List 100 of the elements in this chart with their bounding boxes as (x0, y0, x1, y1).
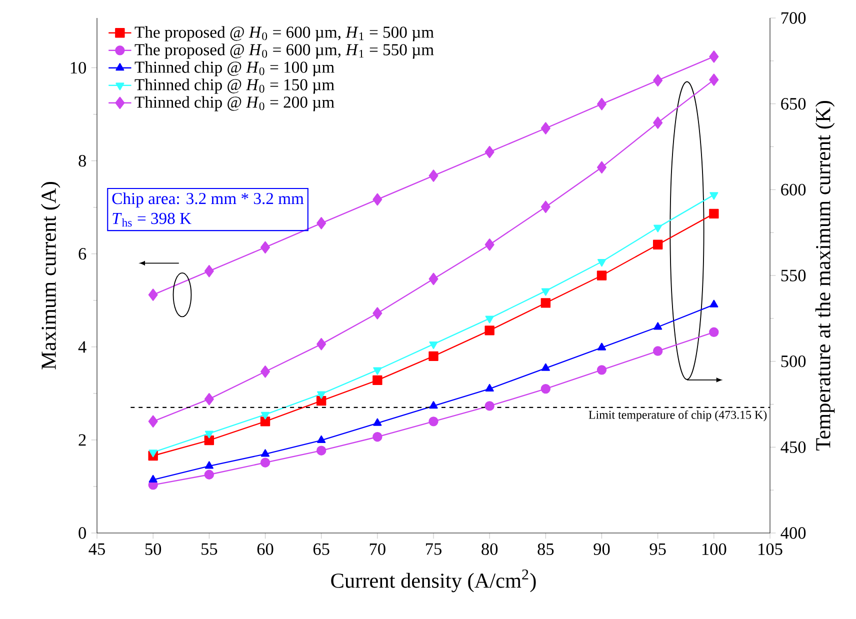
annotation: T$_{hs}$ = 398 K (112, 212, 192, 227)
point (597, 259, 606, 267)
legend-label: The proposed @ H$_{0}$ = 600 µm, H$_{1}$ = 550 µm (134, 44, 434, 59)
y-tick-label: 6 (78, 248, 86, 260)
point (484, 326, 494, 336)
y2-axis-title: Temperature at the maximum current (K) (815, 100, 835, 451)
point (204, 264, 214, 278)
y2-tick-label: 600 (781, 184, 806, 196)
point (429, 401, 438, 409)
point (317, 391, 326, 399)
point (260, 416, 270, 426)
x-axis-title: Current density (A/cm$^{2}$) (331, 569, 536, 592)
point (710, 300, 718, 308)
point (316, 217, 326, 230)
x-tick-label: 80 (482, 543, 498, 556)
y2-tick-label: 650 (781, 98, 806, 110)
point (373, 418, 382, 426)
point (540, 122, 550, 134)
point (148, 415, 158, 428)
point (429, 341, 438, 350)
x-tick-label: 85 (538, 543, 554, 556)
point (204, 392, 214, 406)
point (316, 446, 326, 456)
point (541, 363, 550, 371)
point (709, 208, 719, 219)
point (204, 470, 214, 480)
point (596, 365, 607, 375)
point (317, 435, 326, 444)
point (260, 412, 270, 420)
point (597, 98, 606, 110)
point (484, 238, 494, 251)
x-tick-label: 100 (702, 543, 726, 556)
point (653, 74, 663, 86)
x-tick-label: 55 (202, 543, 218, 555)
point (540, 200, 550, 213)
x-tick-label: 75 (426, 543, 442, 555)
y-tick-label: 4 (78, 341, 86, 353)
point (428, 351, 438, 362)
x-tick-label: 50 (145, 543, 162, 556)
x-tick-label: 90 (594, 543, 610, 556)
y2-tick-label: 550 (781, 270, 806, 282)
point (709, 50, 719, 63)
point (596, 270, 607, 280)
point (597, 342, 606, 350)
point (204, 461, 214, 469)
legend-label: Thinned chip @ H$_{0}$ = 100 µm (134, 61, 334, 76)
point (372, 307, 382, 320)
point (484, 146, 494, 158)
point (654, 322, 662, 330)
y-axis-title: Maximum current (A) (40, 182, 60, 370)
point (260, 366, 270, 378)
point (597, 161, 606, 174)
point (148, 450, 158, 458)
point (653, 116, 663, 129)
x-tick-label: 65 (313, 543, 330, 555)
point (260, 458, 270, 468)
x-tick-label: 70 (370, 543, 386, 556)
point (485, 316, 494, 324)
y-tick-label: 0 (78, 527, 86, 539)
point (652, 346, 663, 356)
y-tick-label: 2 (78, 434, 86, 446)
point (372, 193, 382, 206)
y2-tick-label: 400 (780, 527, 806, 539)
legend-label: Thinned chip @ H$_{0}$ = 200 µm (134, 96, 334, 112)
point (709, 74, 719, 86)
y2-tick-label: 450 (780, 441, 806, 453)
x-tick-label: 45 (88, 543, 105, 555)
x-tick-label: 105 (758, 543, 782, 556)
point (260, 449, 270, 457)
point (541, 288, 550, 296)
point (373, 367, 382, 375)
point (428, 170, 438, 182)
point (148, 474, 158, 483)
y-tick-label: 10 (70, 62, 86, 74)
point (654, 224, 662, 232)
point (428, 416, 438, 426)
point (372, 432, 382, 442)
point (316, 338, 326, 350)
point (485, 384, 494, 392)
point (428, 272, 438, 286)
legend-label: The proposed @ H$_{0}$ = 600 µm, H$_{1}$ = 500 µm (134, 26, 434, 42)
point (652, 240, 663, 250)
point (204, 435, 214, 446)
point (710, 192, 718, 200)
x-tick-label: 95 (650, 543, 666, 555)
point (540, 298, 551, 308)
point (540, 384, 551, 394)
annotation: Chip area: 3.2 mm * 3.2 mm (112, 192, 304, 208)
point (316, 396, 326, 406)
x-tick-label: 60 (257, 543, 274, 556)
y2-tick-label: 500 (781, 356, 806, 368)
point (148, 288, 158, 301)
y2-tick-label: 700 (782, 12, 806, 24)
point (709, 327, 719, 337)
y-tick-label: 8 (78, 154, 86, 167)
point (260, 241, 270, 254)
legend-label: Thinned chip @ H$_{0}$ = 150 µm (134, 78, 334, 94)
ref-line-label: Limit temperature of chip (473.15 K) (588, 410, 767, 422)
point (484, 401, 494, 411)
point (372, 375, 382, 386)
